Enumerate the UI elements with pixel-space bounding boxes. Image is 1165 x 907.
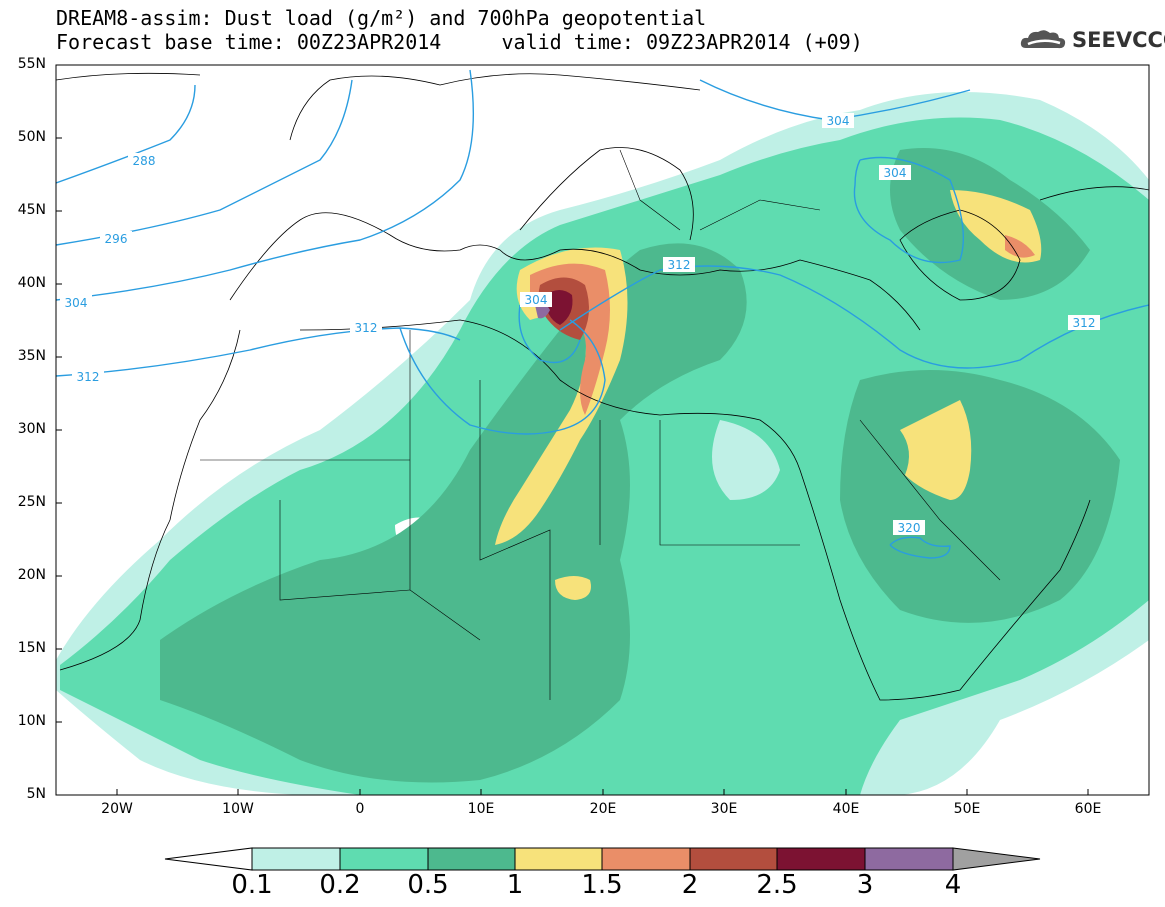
colorbar-box-1: [251, 847, 341, 871]
dust-area-yellow-gulf: [900, 400, 972, 500]
contour-label-312-center: 312: [355, 321, 378, 335]
colorbar-box-6: [689, 847, 778, 871]
lat-label: 40N: [17, 275, 46, 291]
lat-label: 30N: [17, 421, 46, 437]
seevccc-logo: SEEVCCC: [1018, 24, 1165, 56]
lat-label: 50N: [17, 129, 46, 145]
cloud-icon: [1020, 30, 1066, 49]
contour-label-304-low: 304: [525, 293, 548, 307]
logo-text: SEEVCCC: [1072, 28, 1165, 52]
colorbar-label: 0.1: [231, 870, 273, 900]
lon-label: 50E: [953, 801, 981, 817]
dust-area-low-patch: [712, 420, 780, 500]
contour-label-312-east: 312: [1073, 316, 1096, 330]
dust-area-yellow-chad: [555, 576, 591, 600]
colorbar-box-7: [776, 847, 866, 871]
colorbar-high-arrow: [952, 847, 1041, 871]
colorbar-box-5: [601, 847, 691, 871]
country-borders: [200, 149, 1001, 700]
colorbar: [164, 847, 1041, 871]
colorbar-label: 3: [856, 870, 874, 900]
colorbar-box-8: [864, 847, 954, 871]
colorbar-low-arrow: [164, 847, 253, 871]
colorbar-box-2: [339, 847, 429, 871]
colorbar-label: 0.2: [319, 870, 361, 900]
colorbar-label: 1: [506, 870, 524, 900]
lat-label: 35N: [17, 348, 46, 364]
contour-label-320: 320: [898, 521, 921, 535]
contour-label-304-east: 304: [884, 166, 907, 180]
lon-label: 10W: [222, 801, 254, 817]
contour-label-312-west: 312: [77, 370, 100, 384]
contour-label-304-west: 304: [65, 296, 88, 310]
contour-labels: 288 296 304 312 304 312 304 312 304 312 …: [64, 114, 1096, 535]
map-title: DREAM8-assim: Dust load (g/m²) and 700hP…: [56, 6, 707, 30]
lon-label: 30E: [710, 801, 738, 817]
lon-label: 60E: [1074, 801, 1102, 817]
lat-label: 55N: [17, 56, 46, 72]
map-subtitle: Forecast base time: 00Z23APR2014 valid t…: [56, 30, 863, 54]
colorbar-label: 2: [681, 870, 699, 900]
coastlines: [56, 72, 1149, 701]
colorbar-label: 0.5: [407, 870, 449, 900]
lon-label: 0: [355, 801, 365, 817]
lon-label: 20E: [589, 801, 617, 817]
lat-label: 20N: [17, 567, 46, 583]
lon-label: 40E: [832, 801, 860, 817]
lon-label: 10E: [467, 801, 495, 817]
lat-label: 10N: [17, 713, 46, 729]
geopotential-contours: [56, 69, 1149, 559]
colorbar-label: 1.5: [581, 870, 623, 900]
contour-label-304-north: 304: [827, 114, 850, 128]
lon-label: 20W: [101, 801, 133, 817]
dust-field: 288 296 304 312 304 312 304 312 304 312 …: [56, 69, 1149, 795]
axis-ticks: [56, 64, 1089, 795]
contour-label-296: 296: [105, 232, 128, 246]
colorbar-box-4: [514, 847, 603, 871]
contour-label-312-greece: 312: [668, 258, 691, 272]
contour-label-288: 288: [133, 154, 156, 168]
lat-label: 45N: [17, 202, 46, 218]
colorbar-box-3: [427, 847, 516, 871]
lat-label: 5N: [26, 786, 46, 802]
colorbar-label: 4: [944, 870, 962, 900]
dust-area-orange-caspian: [1005, 235, 1035, 258]
dust-area-purple: [535, 303, 550, 319]
lat-label: 25N: [17, 494, 46, 510]
colorbar-label: 2.5: [756, 870, 798, 900]
lat-label: 15N: [17, 640, 46, 656]
